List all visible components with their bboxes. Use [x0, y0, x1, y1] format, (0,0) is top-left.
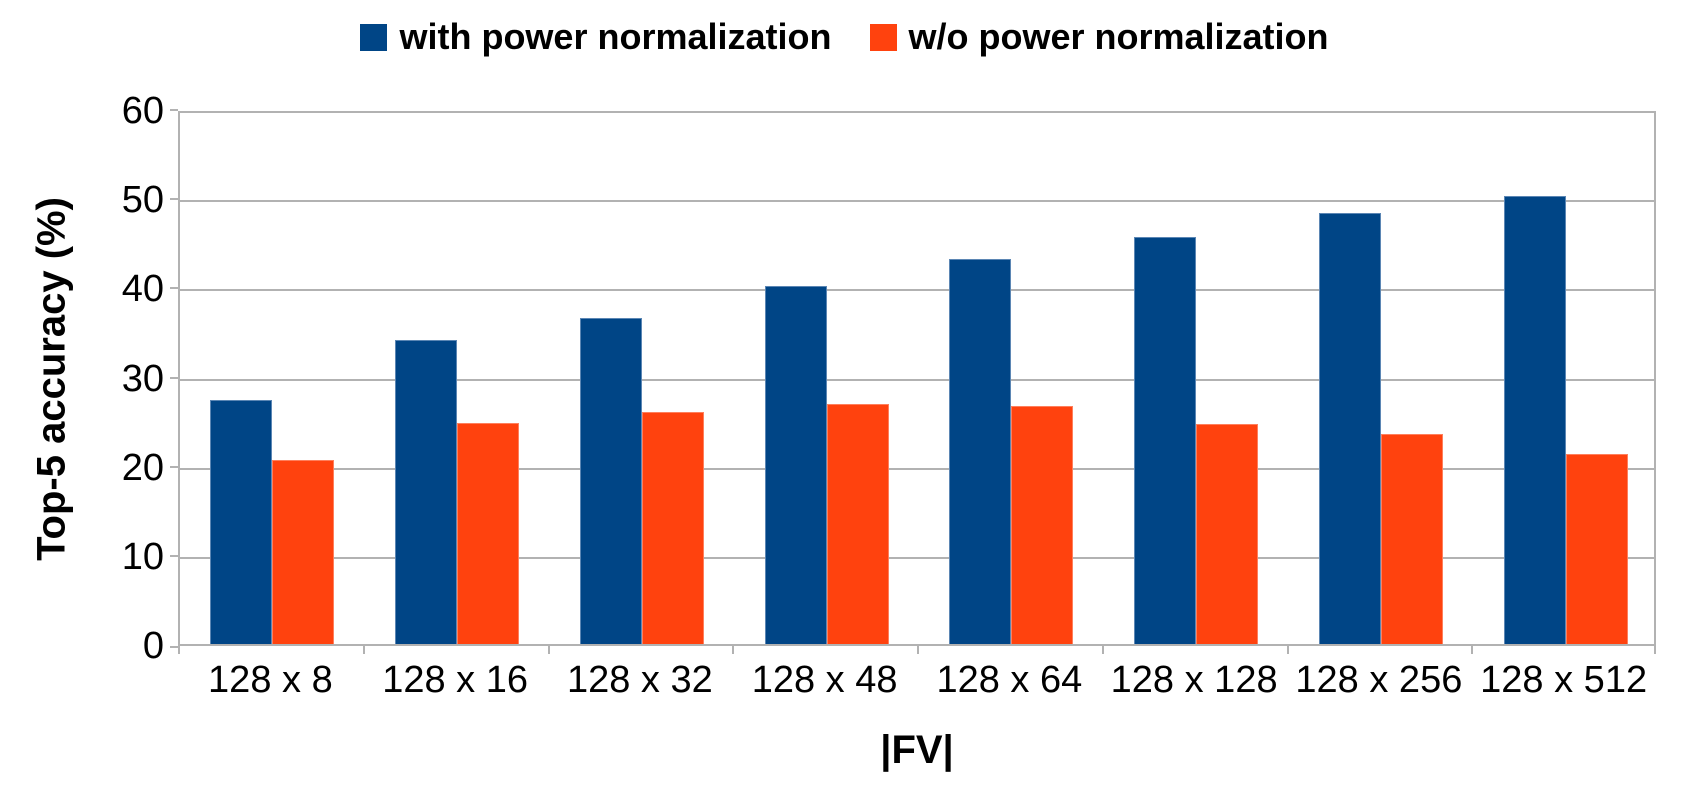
x-tick-label: 128 x 512: [1480, 659, 1648, 701]
bar-with-norm-128x128: [1134, 236, 1197, 644]
gridline: [180, 556, 1654, 559]
y-tick-label: 30: [121, 357, 164, 400]
y-axis-tick: [170, 198, 178, 201]
y-axis-tick: [170, 646, 178, 648]
y-tick-label: 0: [142, 625, 164, 667]
bar-with-norm-128x8: [210, 399, 273, 644]
y-tick-label: 50: [121, 179, 164, 222]
bar-with-norm-128x512: [1503, 195, 1566, 644]
legend-label: w/o power normalization: [908, 16, 1329, 57]
x-axis-tick: [1471, 646, 1474, 654]
x-tick-label: 128 x 256: [1295, 659, 1463, 701]
bar-without-norm-128x48: [826, 404, 889, 644]
y-axis-tick: [170, 109, 178, 111]
x-tick-label: 128 x 32: [566, 659, 713, 701]
x-tick-label: 128 x 64: [936, 659, 1083, 701]
legend-swatch-icon: [360, 23, 388, 51]
bar-without-norm-128x16: [457, 422, 520, 644]
legend-item: with power normalization: [360, 16, 832, 58]
legend-item: w/o power normalization: [869, 16, 1329, 58]
gridline: [180, 467, 1654, 470]
x-tick-label: 128 x 8: [208, 659, 333, 701]
bar-without-norm-128x512: [1565, 454, 1628, 644]
x-axis-tick: [1286, 646, 1289, 654]
x-axis-tick: [178, 646, 180, 654]
x-tick-label: 128 x 48: [751, 659, 898, 701]
y-axis-tick: [170, 376, 178, 379]
legend-label: with power normalization: [399, 16, 832, 57]
y-axis-title: Top-5 accuracy (%): [29, 197, 74, 561]
bar-with-norm-128x64: [949, 258, 1012, 644]
bar-without-norm-128x8: [272, 460, 335, 644]
bar-with-norm-128x256: [1318, 213, 1381, 644]
bar-with-norm-128x16: [395, 339, 458, 644]
x-axis-tick: [362, 646, 365, 654]
bar-without-norm-128x128: [1196, 423, 1259, 644]
y-tick-label: 20: [121, 446, 164, 489]
legend-swatch-icon: [869, 23, 897, 51]
x-axis-tick: [1101, 646, 1104, 654]
bar-with-norm-128x48: [764, 285, 827, 644]
y-tick-label: 10: [121, 535, 164, 578]
x-axis-tick: [732, 646, 735, 654]
gridline: [180, 378, 1654, 381]
plot-area: [178, 111, 1656, 646]
bar-without-norm-128x64: [1011, 405, 1074, 644]
bar-without-norm-128x32: [641, 412, 704, 644]
x-axis-tick: [917, 646, 919, 654]
x-axis-title: |FV|: [880, 728, 954, 772]
x-tick-label: 128 x 16: [382, 659, 529, 701]
y-axis-tick: [170, 287, 178, 290]
gridline: [180, 200, 1654, 203]
x-axis-tick: [1654, 646, 1656, 654]
y-tick-label: 60: [121, 90, 164, 132]
gridline: [180, 289, 1654, 292]
x-axis-tick: [547, 646, 550, 654]
y-axis-tick: [170, 554, 178, 557]
bar-with-norm-128x32: [579, 317, 642, 644]
bar-without-norm-128x256: [1380, 433, 1443, 644]
x-tick-label: 128 x 128: [1110, 659, 1278, 701]
y-axis-tick: [170, 465, 178, 468]
y-tick-label: 40: [121, 268, 164, 311]
legend: with power normalization w/o power normal…: [0, 16, 1689, 58]
